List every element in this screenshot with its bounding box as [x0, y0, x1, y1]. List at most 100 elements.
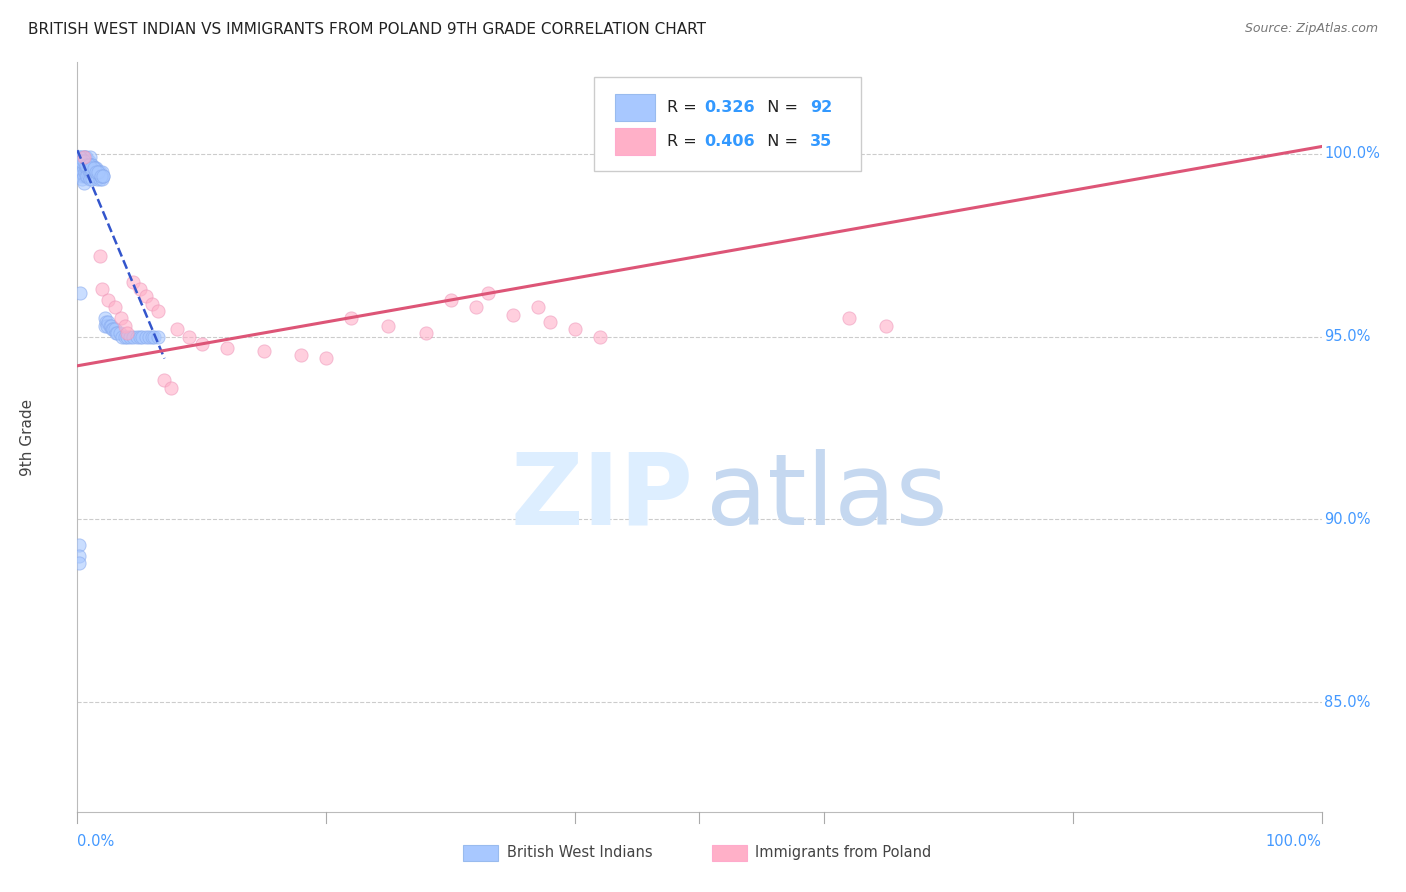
- Point: [100, 318, 122, 333]
- Point: [72, 151, 94, 165]
- FancyBboxPatch shape: [711, 845, 747, 861]
- Point: [315, 351, 337, 366]
- Point: [83, 169, 105, 183]
- Point: [72, 158, 94, 172]
- Text: BRITISH WEST INDIAN VS IMMIGRANTS FROM POLAND 9TH GRADE CORRELATION CHART: BRITISH WEST INDIAN VS IMMIGRANTS FROM P…: [28, 22, 706, 37]
- Point: [439, 293, 461, 307]
- Point: [115, 329, 138, 343]
- Point: [70, 161, 93, 176]
- Point: [135, 329, 157, 343]
- Point: [83, 161, 105, 176]
- Point: [72, 154, 94, 169]
- Point: [75, 158, 97, 172]
- Point: [101, 322, 124, 336]
- Point: [97, 315, 120, 329]
- Point: [76, 154, 98, 169]
- Text: 0.326: 0.326: [704, 100, 755, 115]
- Point: [115, 326, 138, 340]
- Point: [86, 165, 108, 179]
- Text: 0.406: 0.406: [704, 134, 755, 149]
- Text: ZIP: ZIP: [510, 449, 693, 546]
- Point: [166, 322, 188, 336]
- Point: [80, 165, 103, 179]
- Point: [72, 161, 94, 176]
- Point: [93, 169, 115, 183]
- Point: [72, 172, 94, 186]
- Point: [80, 158, 103, 172]
- Point: [89, 172, 111, 186]
- Point: [69, 151, 91, 165]
- Point: [83, 161, 105, 176]
- Point: [108, 326, 131, 340]
- Point: [104, 322, 127, 336]
- FancyBboxPatch shape: [593, 78, 862, 171]
- Point: [87, 165, 110, 179]
- Point: [80, 161, 103, 176]
- Point: [153, 373, 176, 387]
- Point: [83, 161, 105, 176]
- Point: [114, 318, 136, 333]
- Point: [589, 329, 612, 343]
- Point: [138, 329, 160, 343]
- Point: [70, 154, 93, 169]
- Point: [73, 158, 96, 172]
- Point: [93, 311, 115, 326]
- Point: [143, 329, 166, 343]
- Point: [91, 282, 114, 296]
- Point: [135, 289, 157, 303]
- Point: [69, 285, 91, 300]
- Point: [128, 282, 150, 296]
- Point: [564, 322, 586, 336]
- Point: [79, 165, 101, 179]
- Point: [131, 329, 153, 343]
- Point: [526, 301, 548, 315]
- Point: [67, 556, 90, 570]
- Point: [103, 322, 125, 336]
- Point: [93, 318, 115, 333]
- Point: [72, 165, 94, 179]
- Point: [70, 154, 93, 169]
- Point: [118, 329, 141, 343]
- Point: [72, 154, 94, 169]
- Text: N =: N =: [756, 134, 803, 149]
- Point: [111, 329, 134, 343]
- Point: [77, 158, 100, 172]
- Point: [69, 165, 91, 179]
- Point: [77, 161, 100, 176]
- Point: [464, 301, 486, 315]
- Text: atlas: atlas: [706, 449, 948, 546]
- Point: [93, 169, 115, 183]
- Point: [75, 169, 97, 183]
- Text: British West Indians: British West Indians: [506, 846, 652, 861]
- Point: [97, 293, 120, 307]
- Text: N =: N =: [756, 100, 803, 115]
- Point: [179, 329, 201, 343]
- Point: [104, 326, 127, 340]
- Point: [215, 341, 238, 355]
- Point: [98, 318, 121, 333]
- Text: 92: 92: [810, 100, 832, 115]
- Point: [875, 318, 897, 333]
- Point: [90, 169, 112, 183]
- Point: [67, 151, 90, 165]
- Point: [128, 329, 150, 343]
- Point: [94, 315, 117, 329]
- Point: [125, 329, 148, 343]
- Point: [79, 172, 101, 186]
- Point: [159, 381, 181, 395]
- Point: [90, 169, 112, 183]
- Point: [87, 165, 110, 179]
- Point: [84, 161, 107, 176]
- Point: [76, 169, 98, 183]
- Point: [538, 315, 561, 329]
- Point: [105, 326, 128, 340]
- Point: [75, 161, 97, 176]
- Point: [82, 172, 104, 186]
- Point: [141, 329, 163, 343]
- Point: [75, 151, 97, 165]
- Point: [67, 538, 90, 552]
- Point: [82, 165, 104, 179]
- Point: [77, 154, 100, 169]
- Text: 35: 35: [810, 134, 832, 149]
- Point: [122, 275, 145, 289]
